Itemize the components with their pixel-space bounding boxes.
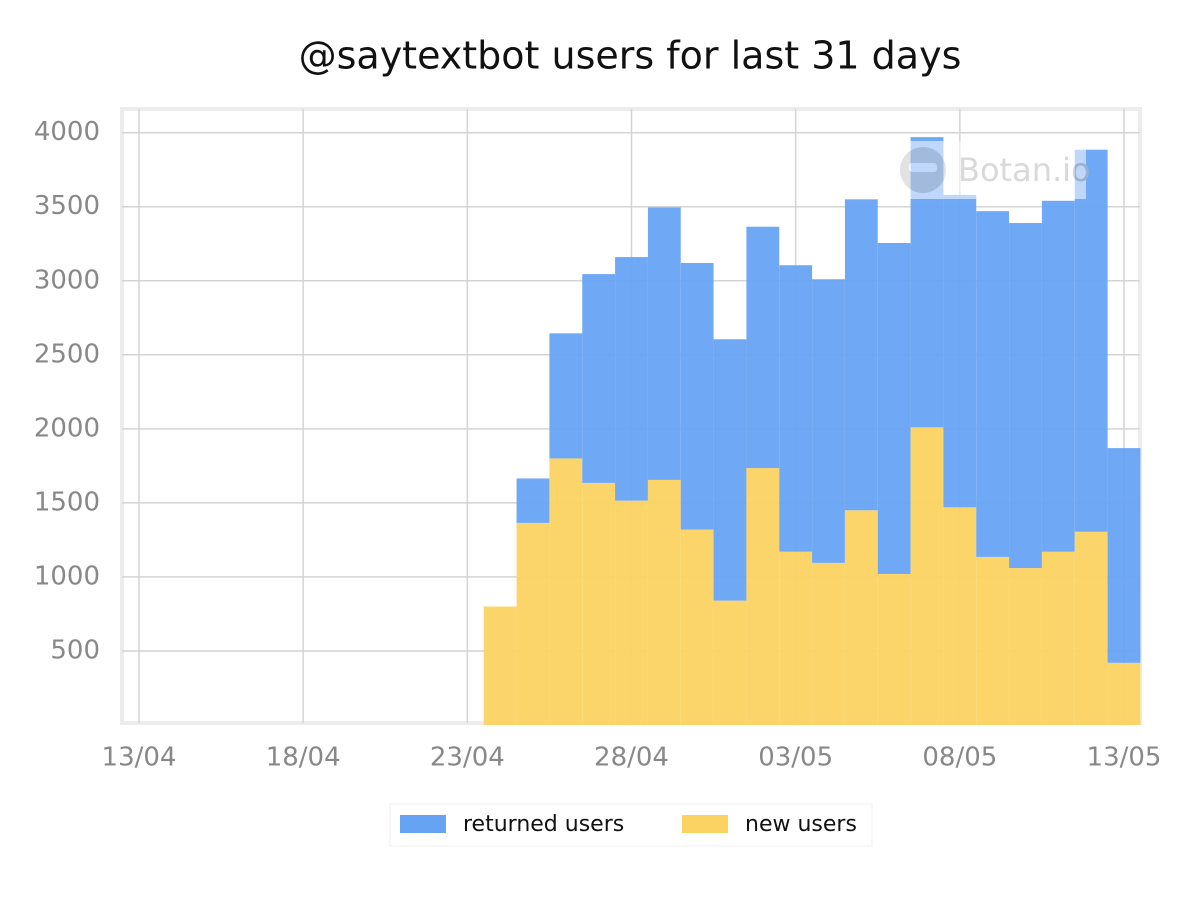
bar (976, 556, 1010, 725)
bar (1009, 223, 1042, 569)
x-tick-label: 03/05 (758, 743, 833, 773)
legend-box (389, 803, 873, 847)
watermark: Botan.io (896, 141, 1091, 199)
bar (549, 458, 583, 725)
x-tick-label: 23/04 (430, 743, 505, 773)
bar (877, 243, 911, 574)
bar (746, 468, 780, 725)
bar (812, 562, 845, 725)
bar (779, 265, 813, 552)
bar (615, 500, 648, 725)
x-tick-label: 08/05 (922, 743, 997, 773)
legend-swatch (400, 815, 446, 833)
bar (1074, 531, 1108, 725)
bar (910, 427, 944, 725)
y-tick-label: 3500 (34, 191, 100, 221)
y-tick-label: 2000 (34, 413, 100, 443)
legend: returned users new users (400, 812, 857, 837)
bar (812, 279, 845, 563)
bar (779, 551, 813, 725)
bar (746, 226, 780, 469)
bar (516, 522, 550, 725)
bar (1041, 551, 1075, 725)
bar (713, 339, 747, 601)
bar (615, 257, 648, 501)
x-tick-label: 13/04 (102, 743, 177, 773)
x-tick-label: 28/04 (594, 743, 669, 773)
ticks: 500 1000 1500 2000 2500 3000 3500 4000 13/04 18/0… (34, 117, 1162, 772)
bar (582, 482, 616, 725)
y-tick-label: 4000 (34, 117, 100, 147)
watermark-glasses (909, 163, 937, 172)
bar (877, 573, 911, 725)
legend-swatch (682, 815, 728, 833)
bar (844, 510, 878, 725)
y-tick-label: 1000 (34, 561, 100, 591)
bar (943, 194, 977, 508)
bar (483, 606, 517, 725)
bar (713, 600, 747, 725)
bar (1107, 448, 1141, 663)
bar (647, 207, 681, 480)
x-tick-label: 13/05 (1087, 743, 1162, 773)
y-tick-label: 500 (50, 635, 100, 665)
bar (844, 199, 878, 511)
bar (647, 479, 681, 725)
legend-label: returned users (463, 812, 624, 837)
bar (516, 478, 550, 523)
bar (680, 263, 714, 530)
x-tick-label: 18/04 (266, 743, 341, 773)
legend-label: new users (745, 812, 857, 837)
watermark-text: Botan.io (958, 151, 1091, 189)
bars (483, 137, 1141, 725)
bar (549, 333, 583, 459)
bar (1107, 662, 1141, 725)
y-tick-label: 2500 (34, 339, 100, 369)
chart-title: @saytextbot users for last 31 days (299, 34, 962, 78)
y-tick-label: 3000 (34, 265, 100, 295)
bar (1074, 149, 1108, 532)
y-tick-label: 1500 (34, 487, 100, 517)
bar (943, 507, 977, 725)
bar (976, 211, 1010, 557)
bar (680, 529, 714, 725)
bar (582, 274, 616, 483)
bar (1009, 568, 1042, 725)
bar (1041, 200, 1075, 552)
